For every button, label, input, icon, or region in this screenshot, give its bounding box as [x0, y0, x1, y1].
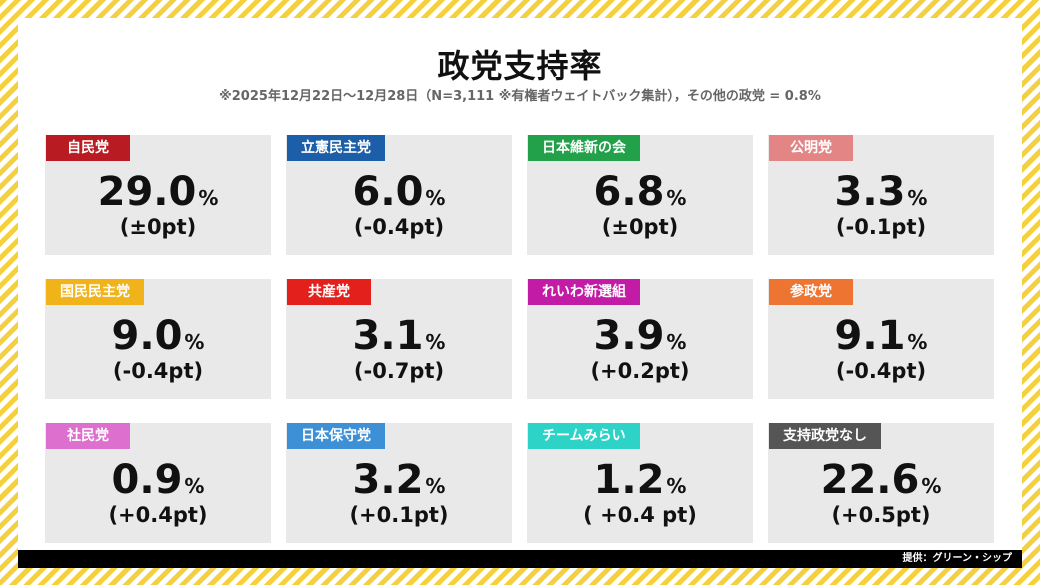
value-number: 0.9: [111, 457, 183, 503]
change-value: (+0.5pt): [831, 503, 931, 527]
party-card: チームみらい 1.2% ( +0.4 pt): [527, 423, 753, 543]
party-card: 自民党 29.0% (±0pt): [45, 135, 271, 255]
percent-sign: %: [425, 186, 446, 210]
party-grid: 自民党 29.0% (±0pt) 立憲民主党 6.0% (-0.4pt) 日本維…: [18, 18, 1022, 550]
value-number: 3.3: [834, 169, 906, 215]
change-value: (-0.4pt): [112, 359, 204, 383]
page-title: 政党支持率: [437, 47, 603, 85]
party-label: 国民民主党: [46, 279, 144, 305]
support-value: 29.0%: [45, 169, 271, 221]
party-label: チームみらい: [528, 423, 640, 449]
value-number: 3.1: [352, 313, 424, 359]
party-label: 社民党: [46, 423, 130, 449]
percent-sign: %: [666, 186, 687, 210]
main-panel: 政党支持率 ※2025年12月22日～12月28日（N=3,111 ※有権者ウェ…: [18, 18, 1022, 550]
party-card: 日本保守党 3.2% (+0.1pt): [286, 423, 512, 543]
party-card: 国民民主党 9.0% (-0.4pt): [45, 279, 271, 399]
value-number: 22.6: [820, 457, 920, 503]
change-value: (-0.4pt): [835, 359, 927, 383]
support-value: 3.2%: [286, 457, 512, 509]
value-number: 3.9: [593, 313, 665, 359]
support-value: 1.2%: [527, 457, 753, 509]
change-value: (+0.2pt): [590, 359, 690, 383]
party-card: 参政党 9.1% (-0.4pt): [768, 279, 994, 399]
change-value: (±0pt): [119, 215, 197, 239]
party-card: 日本維新の会 6.8% (±0pt): [527, 135, 753, 255]
credit-footer: 提供：グリーン・シップ: [18, 550, 1022, 568]
party-label: 自民党: [46, 135, 130, 161]
percent-sign: %: [907, 186, 928, 210]
party-label: 日本維新の会: [528, 135, 640, 161]
change-value: (±0pt): [601, 215, 679, 239]
change-value: (-0.7pt): [353, 359, 445, 383]
party-label: 日本保守党: [287, 423, 385, 449]
percent-sign: %: [666, 330, 687, 354]
percent-sign: %: [184, 330, 205, 354]
support-value: 3.3%: [768, 169, 994, 221]
party-label: れいわ新選組: [528, 279, 640, 305]
party-card: 共産党 3.1% (-0.7pt): [286, 279, 512, 399]
support-value: 9.1%: [768, 313, 994, 365]
percent-sign: %: [184, 474, 205, 498]
change-value: (+0.1pt): [349, 503, 449, 527]
support-value: 3.1%: [286, 313, 512, 365]
party-card: 公明党 3.3% (-0.1pt): [768, 135, 994, 255]
value-number: 29.0: [97, 169, 197, 215]
support-value: 9.0%: [45, 313, 271, 365]
party-label: 参政党: [769, 279, 853, 305]
party-card: れいわ新選組 3.9% (+0.2pt): [527, 279, 753, 399]
party-label: 共産党: [287, 279, 371, 305]
value-number: 6.0: [352, 169, 424, 215]
party-card: 支持政党なし 22.6% (+0.5pt): [768, 423, 994, 543]
change-value: (-0.1pt): [835, 215, 927, 239]
party-card: 立憲民主党 6.0% (-0.4pt): [286, 135, 512, 255]
party-label: 立憲民主党: [287, 135, 385, 161]
party-label: 支持政党なし: [769, 423, 881, 449]
percent-sign: %: [921, 474, 942, 498]
percent-sign: %: [425, 330, 446, 354]
party-label: 公明党: [769, 135, 853, 161]
value-number: 9.0: [111, 313, 183, 359]
percent-sign: %: [198, 186, 219, 210]
survey-note: ※2025年12月22日～12月28日（N=3,111 ※有権者ウェイトバック集…: [219, 89, 821, 104]
support-value: 3.9%: [527, 313, 753, 365]
change-value: (+0.4pt): [108, 503, 208, 527]
value-number: 1.2: [593, 457, 665, 503]
change-value: (-0.4pt): [353, 215, 445, 239]
support-value: 22.6%: [768, 457, 994, 509]
percent-sign: %: [907, 330, 928, 354]
value-number: 3.2: [352, 457, 424, 503]
value-number: 9.1: [834, 313, 906, 359]
change-value: ( +0.4 pt): [583, 503, 697, 527]
support-value: 6.0%: [286, 169, 512, 221]
percent-sign: %: [666, 474, 687, 498]
support-value: 0.9%: [45, 457, 271, 509]
percent-sign: %: [425, 474, 446, 498]
support-value: 6.8%: [527, 169, 753, 221]
party-card: 社民党 0.9% (+0.4pt): [45, 423, 271, 543]
value-number: 6.8: [593, 169, 665, 215]
